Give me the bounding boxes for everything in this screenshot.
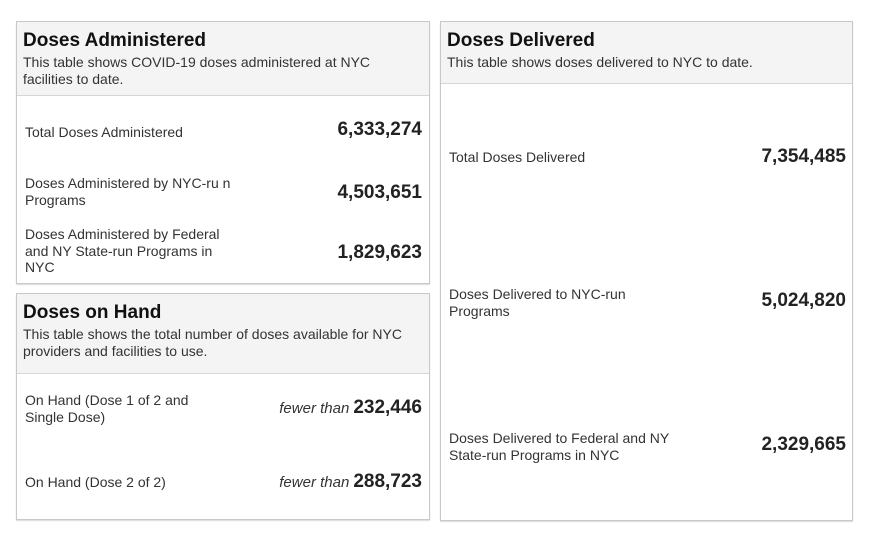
row-label: On Hand (Dose 1 of 2 and Single Dose) xyxy=(25,392,189,425)
card-subtitle: This table shows the total number of dos… xyxy=(23,326,402,359)
card-title: Doses on Hand xyxy=(23,302,162,323)
value-number: 232,446 xyxy=(353,397,422,418)
row-value: 2,329,665 xyxy=(761,434,846,455)
row-label: Doses Delivered to NYC-run Programs xyxy=(449,286,626,319)
doses-on-hand-card: Doses on Hand This table shows the total… xyxy=(16,293,430,520)
row-value: 4,503,651 xyxy=(337,182,422,203)
card-header: Doses on Hand This table shows the total… xyxy=(17,294,429,374)
card-title: Doses Administered xyxy=(23,30,207,51)
row-value: fewer than 288,723 xyxy=(279,471,422,493)
value-qualifier: fewer than xyxy=(279,474,350,491)
doses-administered-card: Doses Administered This table shows COVI… xyxy=(16,21,430,284)
row-value: 1,829,623 xyxy=(337,242,422,263)
value-qualifier: fewer than xyxy=(279,400,350,417)
card-subtitle: This table shows doses delivered to NYC … xyxy=(447,54,753,70)
card-header: Doses Administered This table shows COVI… xyxy=(17,22,429,96)
row-label: Doses Delivered to Federal and NY State-… xyxy=(449,430,669,463)
value-number: 288,723 xyxy=(353,471,422,492)
card-header: Doses Delivered This table shows doses d… xyxy=(441,22,852,84)
row-label: On Hand (Dose 2 of 2) xyxy=(25,474,166,490)
row-label: Total Doses Delivered xyxy=(449,149,586,165)
row-label: Doses Administered by NYC-ru n Programs xyxy=(25,175,231,208)
card-title: Doses Delivered xyxy=(447,30,595,51)
row-label: Total Doses Administered xyxy=(25,124,183,140)
card-subtitle: This table shows COVID-19 doses administ… xyxy=(23,54,371,87)
row-value: 6,333,274 xyxy=(337,119,422,140)
row-value: 5,024,820 xyxy=(761,290,846,311)
row-value: fewer than 232,446 xyxy=(279,397,422,419)
doses-delivered-card: Doses Delivered This table shows doses d… xyxy=(440,21,853,521)
row-value: 7,354,485 xyxy=(761,146,846,167)
row-label: Doses Administered by Federal and NY Sta… xyxy=(25,226,220,275)
